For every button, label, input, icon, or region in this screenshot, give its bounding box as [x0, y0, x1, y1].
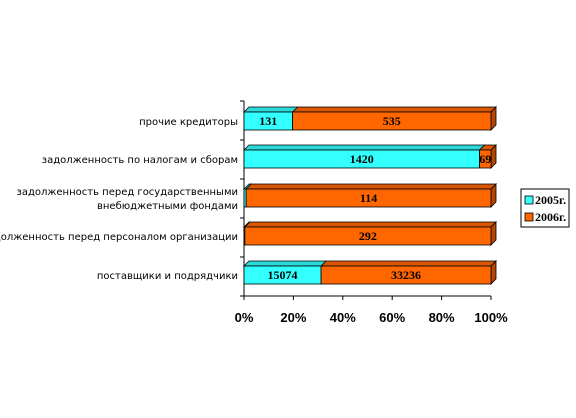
x-tick-label: 0% [235, 310, 254, 325]
category-label: внебюджетными фондами [97, 201, 238, 212]
x-tick-label: 60% [379, 310, 405, 325]
bar-segment [243, 221, 497, 246]
chart-axes: 0% 20% 40% 60% 80% 100% [235, 100, 508, 325]
bar-segment [243, 260, 328, 285]
x-tick-label: 100% [474, 310, 508, 325]
x-tick-label: 80% [429, 310, 455, 325]
x-tick-label: 20% [280, 310, 306, 325]
bar-segment [320, 260, 497, 285]
data-label: 535 [383, 114, 401, 128]
bar-segment [245, 183, 497, 208]
data-label: 69 [479, 152, 491, 166]
bar-segment [291, 106, 497, 131]
bar-segment [243, 106, 299, 131]
data-label: 15074 [268, 268, 298, 282]
category-label: задолженность перед государственными [17, 187, 238, 198]
legend-label: 2006г. [535, 210, 566, 224]
x-tick-label: 40% [330, 310, 356, 325]
bar-segment [478, 144, 497, 169]
data-label: 33236 [391, 268, 421, 282]
data-label: 292 [359, 229, 377, 243]
legend-label: 2005г. [535, 193, 566, 207]
category-label: поставщики и подрядчики [97, 271, 238, 282]
data-label: 131 [259, 114, 277, 128]
data-label: 1420 [350, 152, 374, 166]
legend-swatch [524, 195, 534, 205]
category-label: задолженность перед персоналом организац… [0, 232, 238, 243]
chart-legend: 2005г. 2006г. [520, 188, 570, 228]
category-label: прочие кредиторы [139, 117, 238, 128]
legend-swatch [524, 212, 534, 222]
chart-labels: прочие кредиторы задолженность по налогам… [0, 114, 491, 282]
category-label: задолженность по налогам и сборам [42, 155, 238, 166]
data-label: 114 [360, 191, 377, 205]
chart-bars [243, 106, 497, 285]
